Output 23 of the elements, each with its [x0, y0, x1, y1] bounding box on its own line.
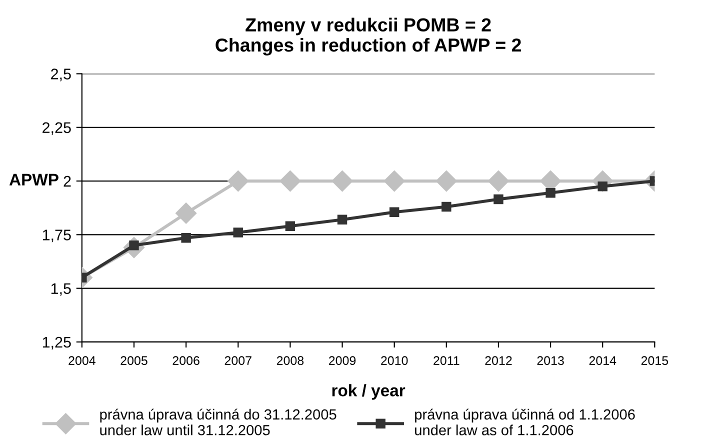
x-tick-label: 2010	[381, 356, 408, 366]
legend-label: právna úprava účinná do 31.12.2005 under law until 31.12.2005	[100, 408, 336, 436]
y-tick-label: 1,25	[42, 336, 71, 350]
x-tick-label: 2007	[224, 356, 252, 366]
y-tick-label: 1,5	[51, 283, 71, 296]
x-axis-title: rok / year	[332, 384, 406, 400]
y-tick-label: 2,25	[42, 122, 71, 135]
x-tick-label: 2011	[434, 356, 460, 366]
x-tick-label: 2012	[485, 356, 512, 366]
y-tick-label: 2,5	[51, 68, 71, 82]
chart-title: Zmeny v redukcii POMB = 2 Changes in reduction of APWP = 2	[216, 18, 521, 56]
x-tick-label: 2006	[172, 356, 200, 366]
x-tick-label: 2015	[641, 356, 668, 366]
x-tick-label: 2014	[589, 356, 616, 366]
x-tick-label: 2009	[328, 356, 356, 366]
legend-label: právna úprava účinná od 1.1.2006 under law as of 1.1.2006	[415, 408, 635, 436]
y-axis-title: APWP	[9, 174, 58, 186]
y-tick-label: 1,75	[42, 230, 71, 242]
x-tick-label: 2004	[68, 356, 96, 366]
x-tick-label: 2008	[276, 356, 304, 366]
x-tick-label: 2005	[120, 356, 148, 366]
x-tick-label: 2013	[537, 356, 564, 366]
y-tick-label: 2	[64, 176, 71, 187]
